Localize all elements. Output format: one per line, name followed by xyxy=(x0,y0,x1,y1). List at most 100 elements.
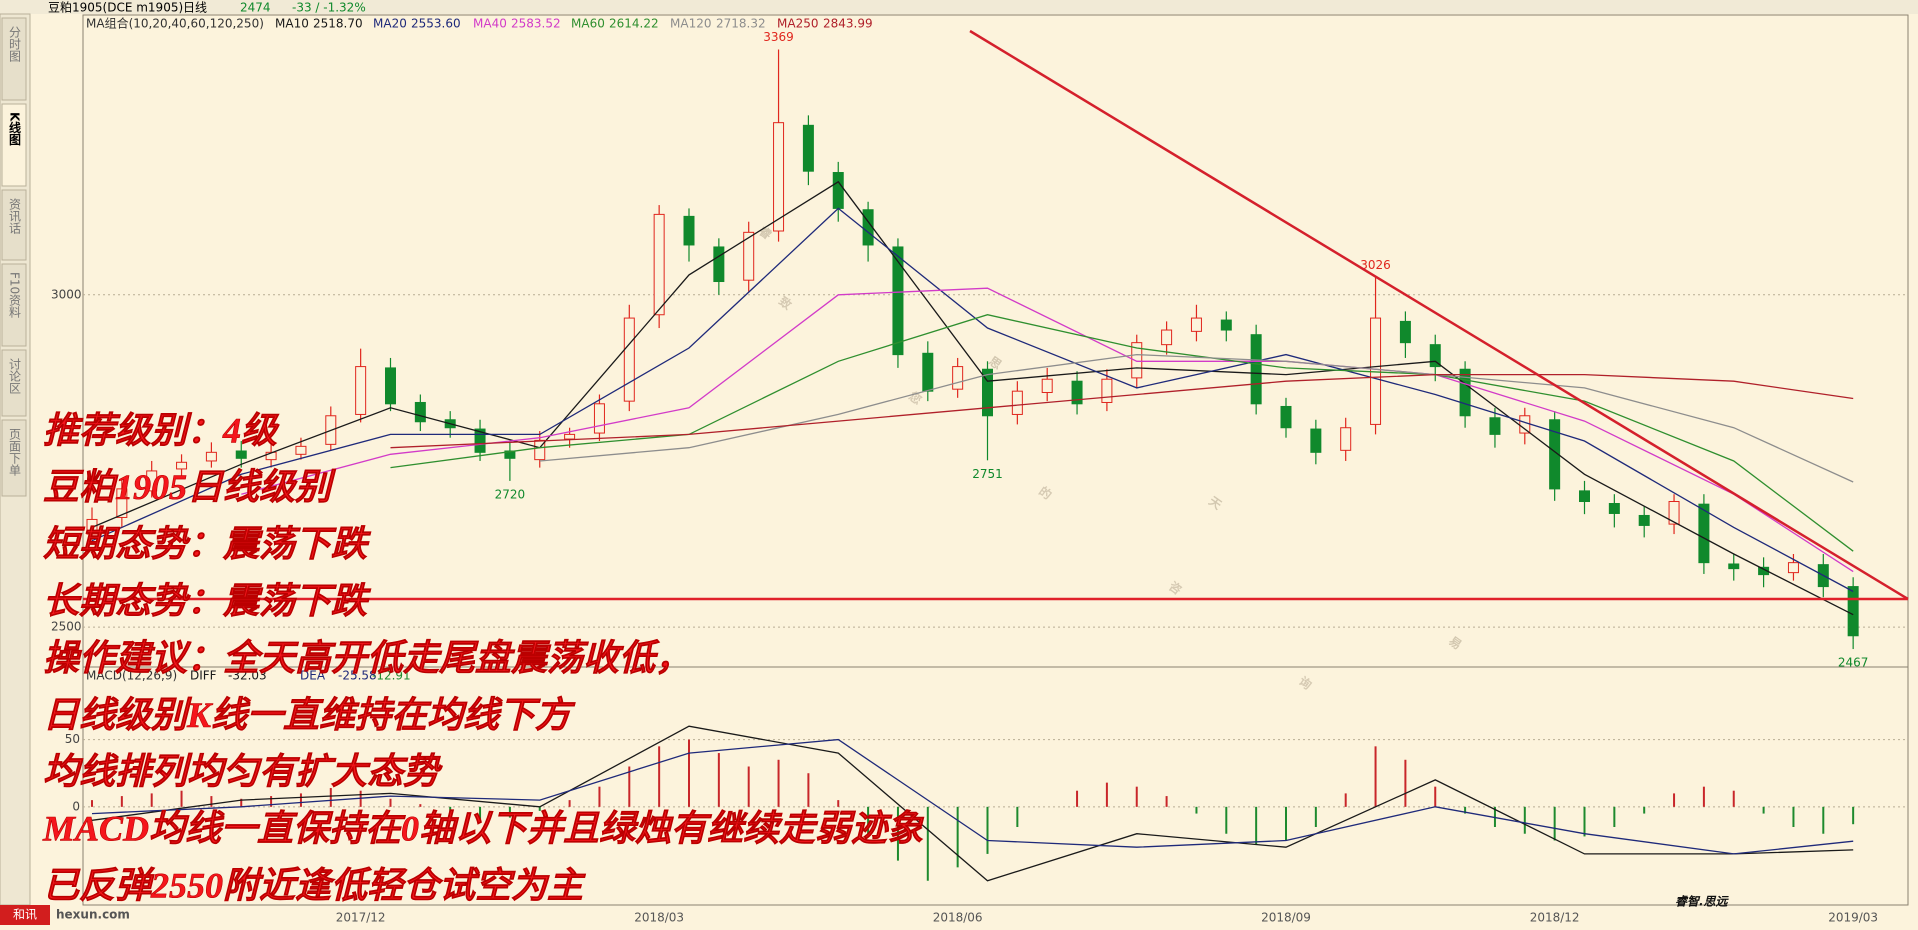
commentary-line: 均线排列均匀有扩大态势 xyxy=(43,752,443,792)
sidebar-tab-label: 页面下单 xyxy=(8,428,22,477)
commentary-line: 已反弹2550附近逢低轻仓试空为主 xyxy=(43,865,586,905)
candle-body xyxy=(385,367,396,405)
x-tick-label: 2019/03 xyxy=(1828,911,1878,925)
candle-body xyxy=(952,366,964,390)
last-price: 2474 xyxy=(240,1,271,15)
candle-body xyxy=(623,317,635,402)
extreme-label: 2720 xyxy=(495,487,526,501)
candle-body xyxy=(1698,503,1710,564)
sidebar-tab[interactable] xyxy=(1,103,27,187)
candle-body xyxy=(1489,417,1501,435)
candle-body xyxy=(1638,514,1650,526)
candle-body xyxy=(1519,415,1531,434)
candle-body xyxy=(1429,344,1441,368)
candle-body xyxy=(504,450,516,459)
sidebar-tab[interactable] xyxy=(1,17,27,101)
sidebar-tab[interactable] xyxy=(1,419,27,497)
extreme-label: 3026 xyxy=(1360,258,1391,272)
y-tick-label: 50 xyxy=(65,732,80,746)
x-tick-label: 2018/06 xyxy=(933,911,983,925)
candle-body xyxy=(922,352,934,392)
ma-line xyxy=(241,287,1854,573)
ma-line xyxy=(91,207,1854,593)
period[interactable]: 日线 xyxy=(183,1,207,15)
legend-name: MA60 xyxy=(571,17,605,31)
trend-line xyxy=(969,29,1909,601)
legend-name: MA250 xyxy=(777,17,818,31)
legend-title: MA组合(10,20,40,60,120,250) xyxy=(86,16,264,31)
y-tick-label: 3000 xyxy=(51,287,82,301)
top-bar xyxy=(0,0,1918,14)
candle-body xyxy=(1459,368,1471,417)
candle-body xyxy=(1220,319,1232,331)
legend-value: 2553.60 xyxy=(411,17,461,31)
candle-body xyxy=(832,172,844,209)
candle-body xyxy=(1250,334,1262,405)
commentary-line: 日线级别K线一直维持在均线下方 xyxy=(43,695,576,735)
y-tick-label: 2500 xyxy=(51,620,82,634)
candle-body xyxy=(713,246,725,283)
logo: 和讯 xyxy=(13,908,37,922)
candle-body xyxy=(892,246,904,356)
candle-body xyxy=(982,368,993,417)
candle-body xyxy=(802,124,814,172)
candle-body xyxy=(176,461,188,470)
candle-body xyxy=(116,488,128,518)
legend-value: 2843.99 xyxy=(823,17,873,31)
x-tick-label: 2018/09 xyxy=(1261,911,1311,925)
candle-body xyxy=(1549,419,1561,490)
legend-name: MA20 xyxy=(373,17,407,31)
sidebar-tab[interactable] xyxy=(1,263,27,347)
legend-name: DIFF xyxy=(190,669,217,683)
candle-body xyxy=(1399,320,1411,344)
commentary-line: 长期态势：震荡下跌 xyxy=(43,581,372,621)
candle-body xyxy=(593,403,605,434)
candle-body xyxy=(295,445,307,455)
legend-value: -32.03 xyxy=(228,669,267,683)
candle-body xyxy=(1131,342,1143,379)
candle-body xyxy=(1579,490,1590,503)
x-tick-label: 2018/12 xyxy=(1530,911,1580,925)
legend-name: DEA xyxy=(300,669,326,683)
candle-body xyxy=(1668,501,1680,525)
macd-line xyxy=(91,725,1854,882)
legend-value: 2718.32 xyxy=(716,17,766,31)
ma-line xyxy=(390,314,1854,552)
ma-line xyxy=(539,353,1854,483)
legend-value: -25.58 xyxy=(338,669,377,683)
candle-body xyxy=(205,451,217,462)
sidebar-tab-label: K线图 xyxy=(8,112,22,146)
candle-body xyxy=(1847,586,1859,637)
candle-body xyxy=(414,401,426,423)
commentary-line: 操作建议：全天高开低走尾盘震荡收低， xyxy=(43,638,691,678)
commentary-line: 短期态势：震荡下跌 xyxy=(43,524,372,564)
macd-pane xyxy=(82,666,1909,906)
signature: 睿智.思远 xyxy=(1675,895,1730,909)
candle-body xyxy=(683,215,695,246)
candle-body xyxy=(1340,427,1352,451)
price-change: -33 / -1.32% xyxy=(292,1,366,15)
sidebar-tab[interactable] xyxy=(1,349,27,417)
candle-body xyxy=(1101,378,1113,403)
logo-box xyxy=(0,905,50,925)
extreme-label: 3369 xyxy=(763,30,794,44)
candle-body xyxy=(653,213,665,316)
sidebar-tab-label: F10资料 xyxy=(8,272,22,318)
candle-body xyxy=(474,428,486,453)
sidebar-tab-label: 分时图 xyxy=(8,26,22,62)
sidebar-tab-label: 讨论区 xyxy=(8,358,22,394)
legend-name: MA40 xyxy=(473,17,507,31)
symbol: 豆粕1905(DCE m1905) xyxy=(48,0,183,15)
legend-name: MA120 xyxy=(670,17,711,31)
ma-line xyxy=(91,180,1854,616)
candle-body xyxy=(1787,562,1799,574)
candle-body xyxy=(146,470,158,492)
sidebar-tab[interactable] xyxy=(1,189,27,261)
legend-value: 2583.52 xyxy=(511,17,561,31)
legend-value: 2518.70 xyxy=(313,17,363,31)
macd-line xyxy=(91,738,1854,855)
candle-body xyxy=(1071,380,1083,405)
legend-title: MACD(12,26,9) xyxy=(86,669,177,683)
